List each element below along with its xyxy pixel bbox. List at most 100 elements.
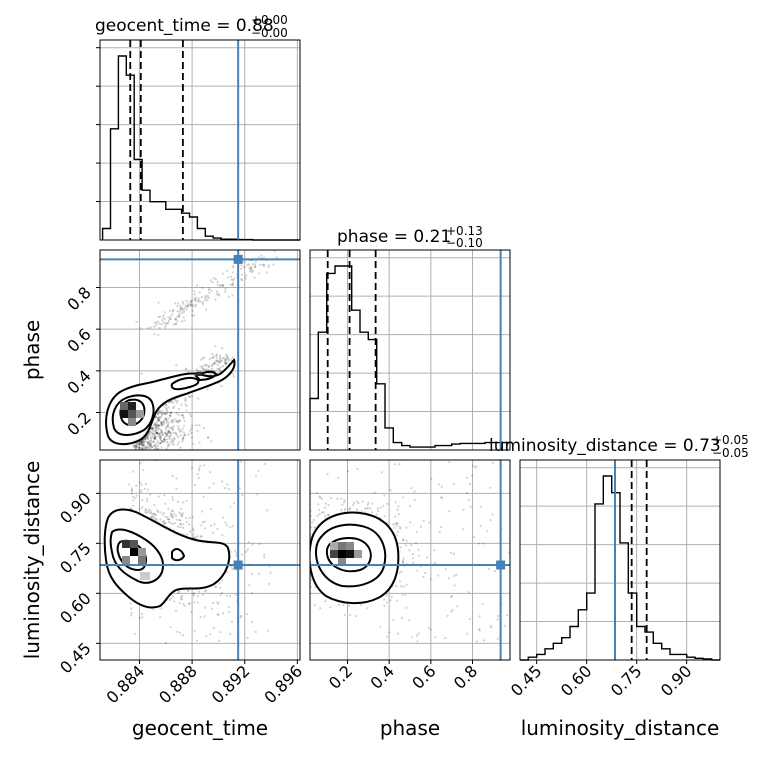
sample-point [227, 359, 230, 362]
sample-point [503, 624, 506, 627]
sample-point [140, 442, 143, 445]
sample-point [257, 572, 261, 576]
sample-point [247, 541, 250, 544]
sample-point [204, 294, 207, 297]
sample-point [185, 533, 188, 536]
sample-point [324, 502, 327, 505]
sample-point [211, 364, 214, 367]
sample-point [476, 640, 479, 643]
sample-point [167, 406, 170, 409]
xtick-label-phase-3: 0.8 [450, 661, 481, 692]
sample-point [170, 521, 173, 525]
sample-point [249, 270, 252, 273]
sample-point [223, 359, 227, 362]
sample-point [240, 460, 243, 463]
sample-point [175, 514, 178, 517]
sample-point [157, 301, 160, 304]
sample-point [181, 512, 185, 515]
sample-point [168, 414, 171, 417]
sample-point [156, 440, 160, 443]
xtick-label-geocent_time-3: 0.896 [260, 661, 306, 707]
sample-point [254, 475, 258, 478]
sample-point [287, 485, 289, 487]
sample-point [173, 522, 177, 525]
sample-point [146, 451, 148, 453]
sample-point [302, 550, 304, 552]
sample-point [383, 515, 386, 518]
sample-point [139, 327, 142, 330]
sample-point [196, 429, 199, 432]
sample-point [224, 290, 227, 293]
sample-point [161, 455, 163, 457]
xtick-label-luminosity_distance-2: 0.75 [607, 661, 646, 700]
sample-point [164, 417, 167, 420]
sample-point [144, 447, 147, 450]
sample-point [164, 522, 167, 525]
sample-point [151, 429, 155, 432]
sample-point [221, 591, 224, 595]
panel-frame-distance [519, 459, 721, 661]
sample-point [219, 586, 222, 589]
sample-point [395, 524, 398, 527]
sample-point [196, 369, 199, 373]
sample-point [248, 584, 251, 587]
sample-point [129, 602, 132, 605]
sample-point [161, 422, 164, 425]
sample-point [148, 441, 151, 444]
sample-point [161, 431, 164, 434]
sample-point [347, 604, 351, 607]
sample-point [151, 426, 154, 429]
sample-point [468, 482, 472, 485]
sample-point [145, 452, 147, 454]
histogram-geocent-time [101, 55, 300, 241]
sample-point [155, 432, 159, 435]
sample-point [150, 511, 153, 515]
sample-point [146, 497, 149, 500]
sample-point [482, 639, 486, 642]
sample-point [174, 322, 177, 325]
sample-point [194, 484, 197, 487]
sample-point [152, 441, 156, 444]
density-cell [330, 542, 338, 550]
sample-point [216, 363, 219, 367]
density-cell [338, 542, 346, 550]
sample-point [129, 507, 132, 510]
sample-point [145, 447, 148, 450]
sample-point [477, 628, 481, 631]
sample-point [153, 437, 156, 440]
sample-point [467, 498, 470, 501]
sample-point [193, 314, 196, 317]
sample-point [171, 438, 174, 441]
sample-point [411, 553, 414, 556]
sample-point [215, 586, 218, 589]
sample-point [429, 628, 432, 631]
sample-point [379, 625, 382, 628]
sample-point [292, 583, 294, 585]
sample-point [159, 616, 162, 619]
sample-point [394, 501, 397, 504]
sample-point [453, 584, 456, 587]
sample-point [153, 463, 155, 465]
sample-point [301, 563, 303, 565]
sample-point [174, 432, 177, 435]
title-geocent-time-plus: +0.00 [251, 13, 288, 27]
sample-point [216, 367, 219, 370]
sample-point [202, 368, 206, 371]
sample-point [221, 347, 224, 350]
density-cell [140, 572, 150, 580]
sample-point [254, 630, 257, 634]
sample-point [172, 406, 175, 410]
sample-point [144, 450, 146, 452]
sample-point [336, 497, 339, 500]
sample-point [140, 452, 142, 454]
sample-point [383, 598, 386, 601]
sample-point [172, 309, 175, 312]
sample-point [150, 456, 152, 458]
sample-point [188, 395, 191, 398]
sample-point [224, 362, 227, 365]
sample-point [231, 568, 234, 571]
sample-point [168, 430, 171, 433]
sample-point [140, 454, 142, 456]
sample-point [170, 465, 172, 467]
sample-point [408, 549, 411, 552]
